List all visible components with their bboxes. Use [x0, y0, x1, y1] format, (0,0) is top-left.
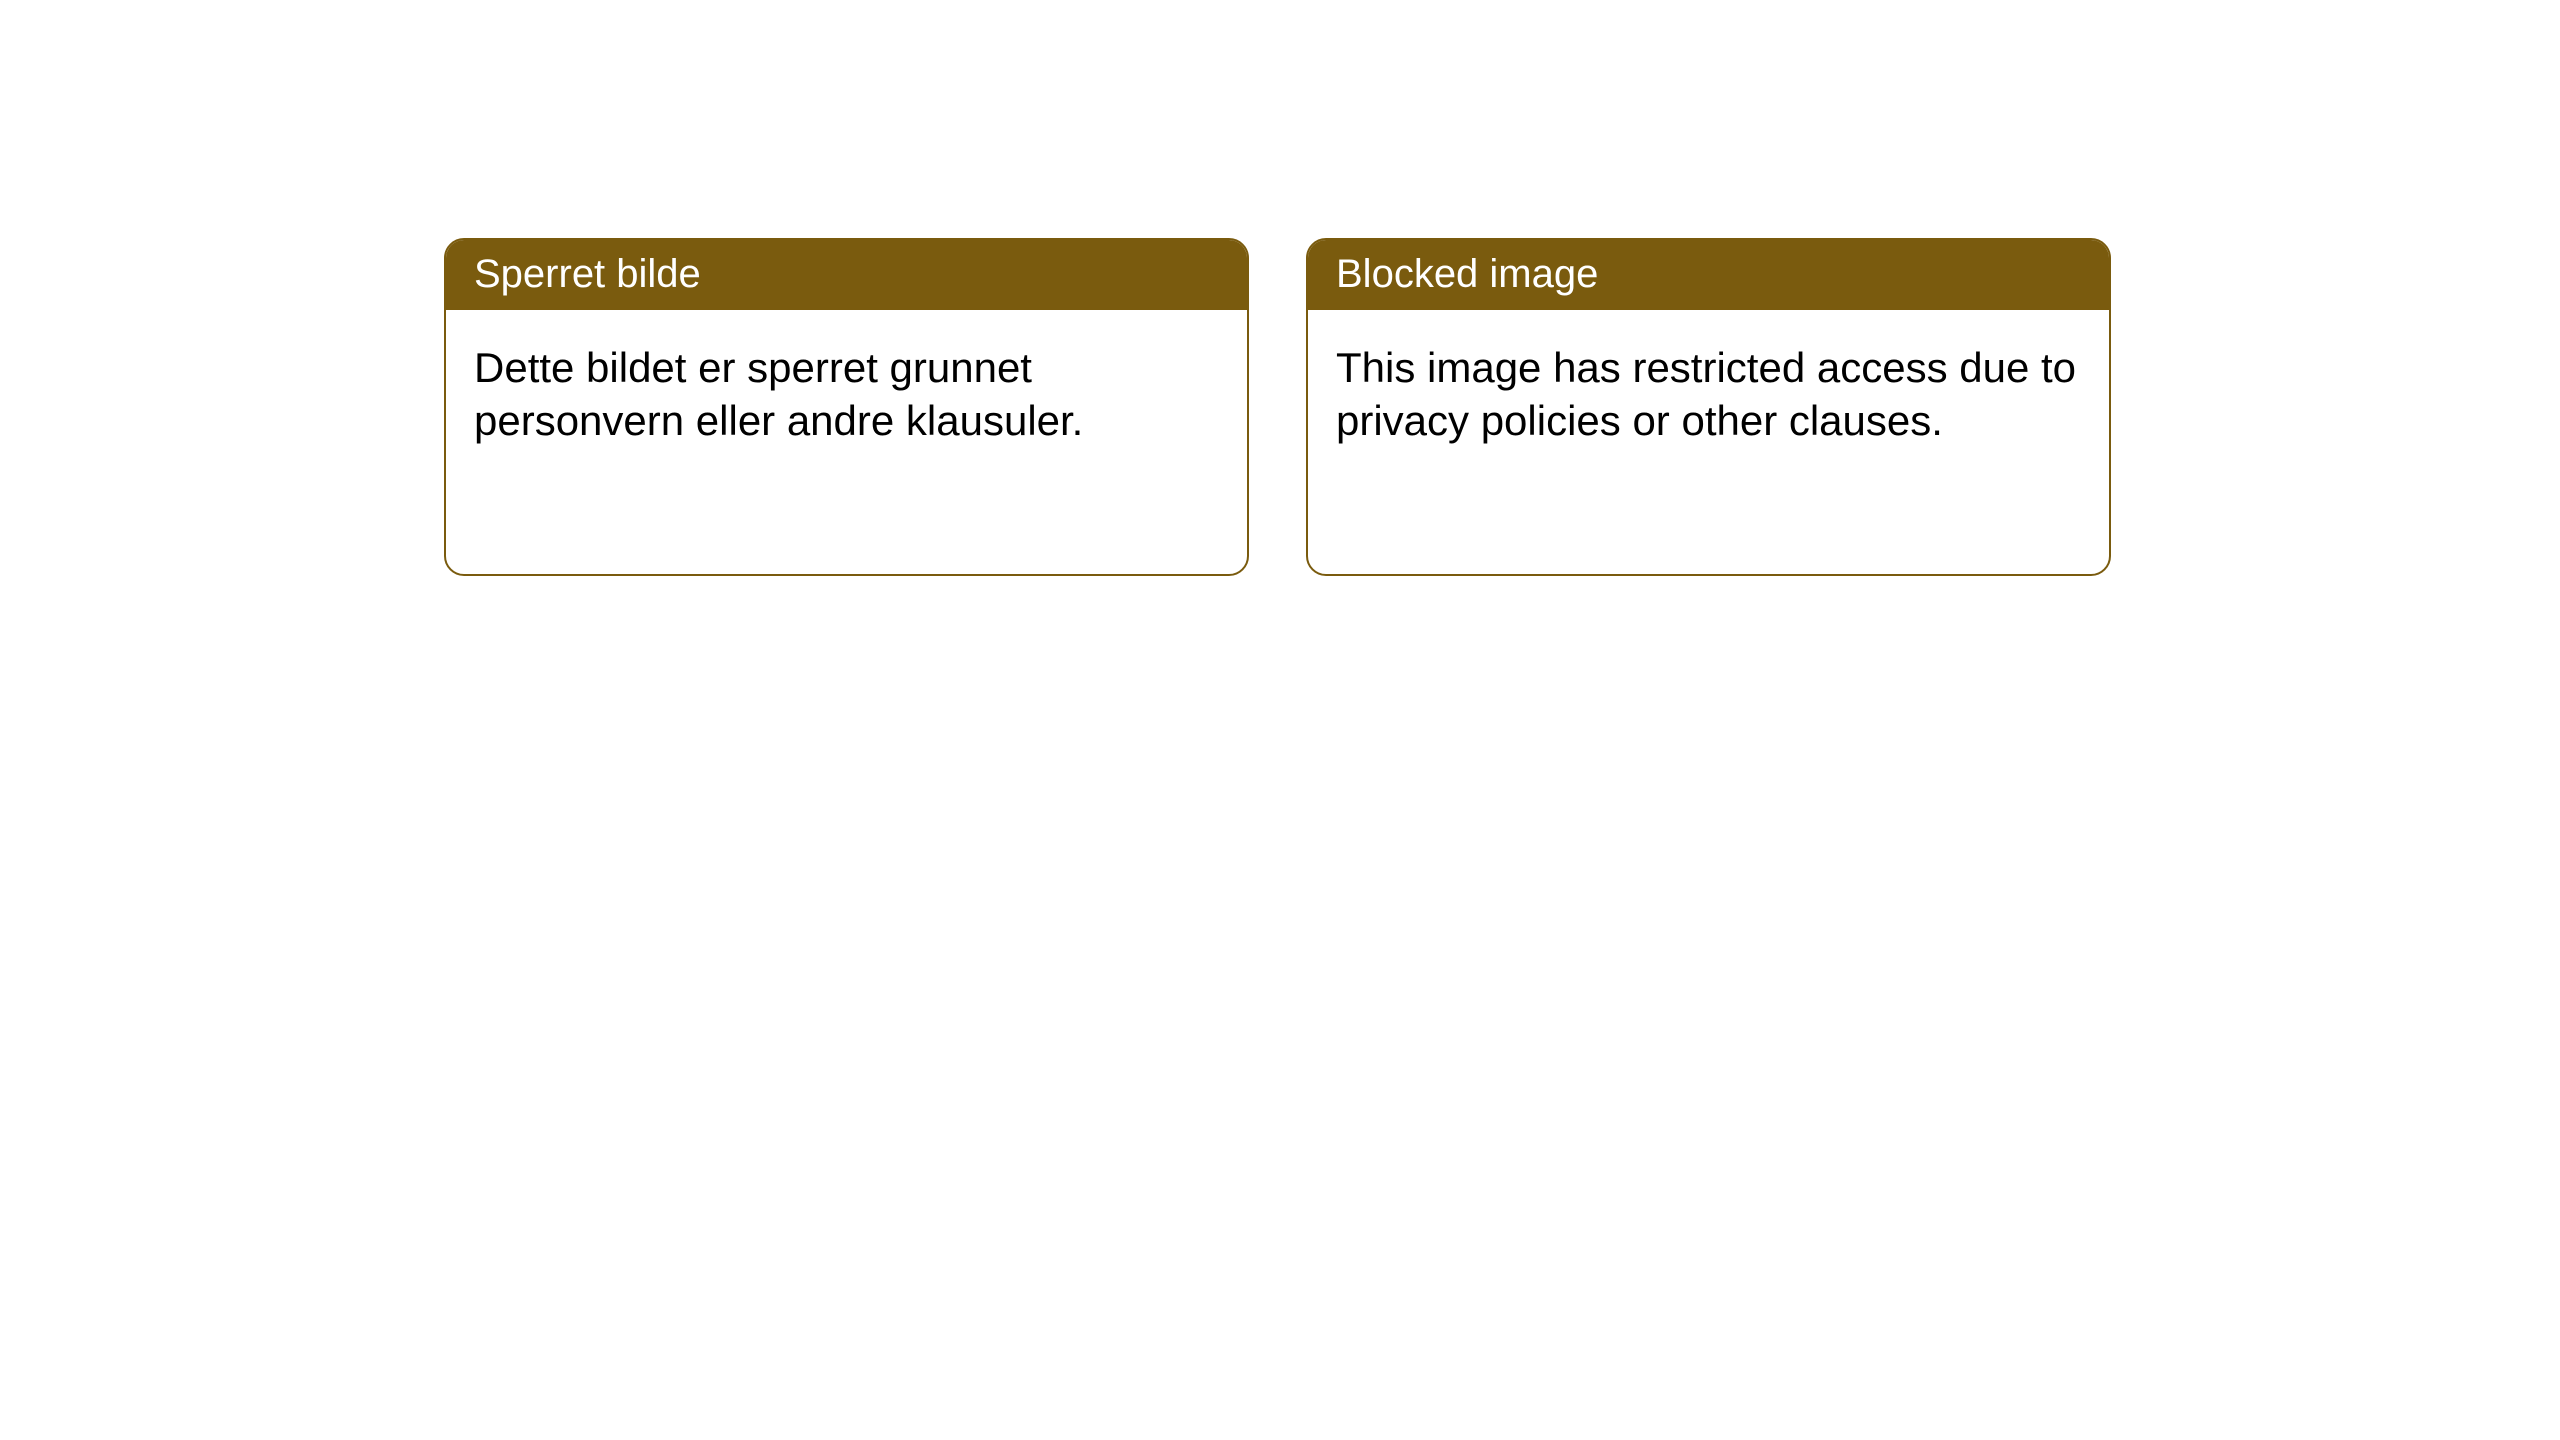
card-title: Sperret bilde: [474, 252, 701, 296]
notice-cards-container: Sperret bilde Dette bildet er sperret gr…: [444, 238, 2111, 576]
card-body: Dette bildet er sperret grunnet personve…: [446, 310, 1247, 475]
card-body: This image has restricted access due to …: [1308, 310, 2109, 475]
card-body-text: This image has restricted access due to …: [1336, 344, 2076, 444]
card-body-text: Dette bildet er sperret grunnet personve…: [474, 344, 1083, 444]
card-header: Blocked image: [1308, 240, 2109, 310]
notice-card-english: Blocked image This image has restricted …: [1306, 238, 2111, 576]
notice-card-norwegian: Sperret bilde Dette bildet er sperret gr…: [444, 238, 1249, 576]
card-title: Blocked image: [1336, 252, 1598, 296]
card-header: Sperret bilde: [446, 240, 1247, 310]
